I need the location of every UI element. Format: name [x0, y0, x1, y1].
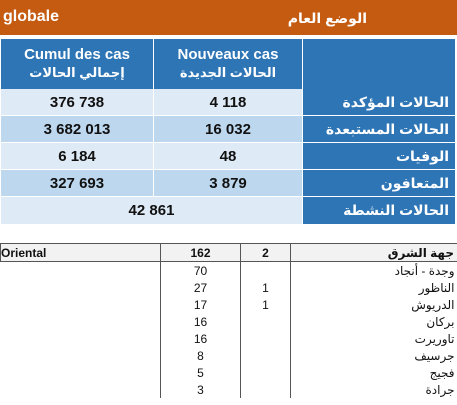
region-total: 162 — [160, 243, 241, 262]
table-row: 70 وجدة - أنجاد — [1, 261, 457, 280]
empty-cell — [1, 364, 161, 381]
header-title-ar: الوضع العام — [287, 10, 367, 26]
province-new — [240, 261, 291, 279]
row-recovered: 327 693 3 879 المتعافون — [1, 170, 455, 197]
excluded-new: 16 032 — [154, 116, 302, 143]
row-confirmed: 376 738 4 118 الحالات المؤكدة — [1, 89, 455, 116]
table-row: 16 تاوريرت — [1, 330, 457, 347]
province-name: بركان — [426, 314, 455, 329]
table-row: 17 1 الدريوش — [1, 296, 457, 313]
empty-cell — [1, 262, 161, 280]
province-name: وجدة - أنجاد — [394, 263, 455, 278]
excluded-label: الحالات المستبعدة — [303, 116, 455, 143]
region-name-fr: Oriental — [0, 243, 161, 262]
empty-cell — [1, 296, 161, 313]
province-name: جرادة — [425, 382, 455, 397]
empty-cell — [1, 330, 161, 347]
province-total: 27 — [160, 279, 241, 296]
province-new — [240, 330, 291, 347]
col-header-new-fr: Nouveaux cas — [177, 46, 279, 63]
province-new: 1 — [240, 279, 291, 296]
table-row: 5 فجيج — [1, 364, 457, 381]
province-new — [240, 381, 291, 398]
header-title-fr: globale — [3, 8, 60, 25]
confirmed-new: 4 118 — [154, 89, 302, 116]
col-header-total-fr: Cumul des cas — [24, 46, 130, 63]
province-total: 16 — [160, 313, 241, 330]
recovered-new: 3 879 — [154, 170, 302, 197]
excluded-total: 3 682 013 — [1, 116, 153, 143]
col-header-new-ar: الحالات الجديدة — [179, 65, 277, 80]
row-deaths: 6 184 48 الوفيات — [1, 143, 455, 170]
table-row: 8 جرسيف — [1, 347, 457, 364]
region-new: 2 — [240, 243, 291, 262]
empty-cell — [1, 279, 161, 296]
col-header-new: Nouveaux cas الحالات الجديدة — [154, 39, 302, 89]
region-table: Oriental 162 2 جهة الشرق 70 وجدة - أنجاد… — [0, 243, 457, 398]
table-row: 3 جرادة — [1, 381, 457, 398]
col-header-total: Cumul des cas إجمالي الحالات — [1, 39, 153, 89]
confirmed-total: 376 738 — [1, 89, 153, 116]
row-active: 42 861 الحالات النشطة — [1, 197, 455, 225]
recovered-label: المتعافون — [303, 170, 455, 197]
deaths-label: الوفيات — [303, 143, 455, 170]
province-name: تاوريرت — [414, 331, 455, 346]
province-total: 70 — [160, 261, 241, 279]
province-total: 16 — [160, 330, 241, 347]
province-new: 1 — [240, 296, 291, 313]
province-total: 3 — [160, 381, 241, 398]
province-new — [240, 347, 291, 364]
province-new — [240, 313, 291, 330]
province-name: فجيج — [429, 365, 455, 380]
summary-header-row: Cumul des cas إجمالي الحالات Nouveaux ca… — [1, 39, 455, 89]
recovered-total: 327 693 — [1, 170, 153, 197]
summary-table: Cumul des cas إجمالي الحالات Nouveaux ca… — [0, 39, 456, 225]
empty-cell — [1, 347, 161, 364]
province-total: 8 — [160, 347, 241, 364]
region-name-ar: جهة الشرق — [290, 243, 457, 262]
province-name: جرسيف — [414, 348, 455, 363]
deaths-new: 48 — [154, 143, 302, 170]
row-excluded: 3 682 013 16 032 الحالات المستبعدة — [1, 116, 455, 143]
col-header-total-ar: إجمالي الحالات — [29, 65, 125, 80]
confirmed-label: الحالات المؤكدة — [303, 89, 455, 116]
province-name: الدريوش — [411, 297, 455, 312]
empty-cell — [1, 381, 161, 398]
province-new — [240, 364, 291, 381]
deaths-total: 6 184 — [1, 143, 153, 170]
header-bar: globale الوضع العام — [0, 0, 457, 35]
table-row: 16 بركان — [1, 313, 457, 330]
col-header-blank — [303, 39, 455, 89]
table-row: 27 1 الناظور — [1, 279, 457, 296]
province-total: 17 — [160, 296, 241, 313]
province-total: 5 — [160, 364, 241, 381]
region-header-row: Oriental 162 2 جهة الشرق — [0, 243, 457, 262]
province-name: الناظور — [418, 280, 455, 295]
active-value: 42 861 — [1, 197, 302, 225]
active-label: الحالات النشطة — [303, 197, 455, 225]
empty-cell — [1, 313, 161, 330]
